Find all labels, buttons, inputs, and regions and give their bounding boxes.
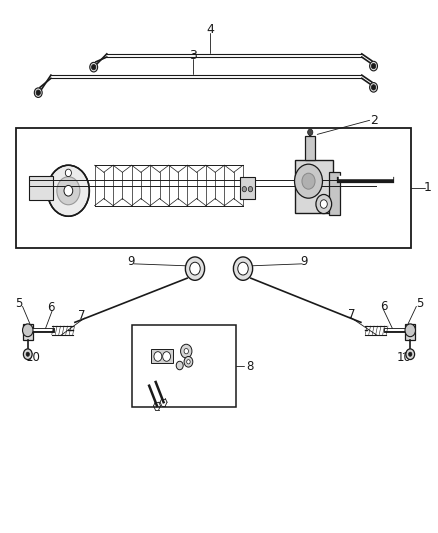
Bar [329, 172, 340, 215]
Bar [240, 177, 255, 199]
Circle shape [371, 85, 376, 90]
Circle shape [320, 200, 327, 208]
Circle shape [248, 187, 253, 192]
Circle shape [57, 177, 80, 205]
Circle shape [36, 90, 40, 95]
Circle shape [316, 195, 332, 214]
Bar [305, 136, 315, 160]
Bar [295, 160, 332, 213]
Text: 10: 10 [26, 351, 41, 365]
Text: 8: 8 [246, 360, 253, 373]
Bar [22, 324, 33, 340]
Circle shape [26, 352, 29, 357]
Circle shape [34, 88, 42, 98]
Circle shape [180, 344, 192, 358]
Circle shape [184, 357, 193, 367]
Circle shape [187, 360, 190, 364]
Text: 10: 10 [397, 351, 412, 365]
Bar [29, 176, 53, 200]
Text: 9: 9 [300, 255, 308, 268]
Circle shape [23, 349, 32, 360]
Bar [132, 325, 237, 407]
Circle shape [162, 352, 170, 361]
Circle shape [233, 257, 253, 280]
Circle shape [65, 169, 71, 176]
Text: 3: 3 [189, 49, 197, 62]
Circle shape [154, 352, 162, 361]
Text: 4: 4 [206, 23, 214, 36]
Circle shape [307, 129, 313, 135]
Circle shape [370, 83, 378, 92]
Text: 7: 7 [78, 309, 85, 322]
Text: 2: 2 [370, 114, 378, 127]
Circle shape [22, 324, 33, 337]
Circle shape [294, 164, 322, 198]
Circle shape [409, 352, 412, 357]
Text: 9: 9 [127, 255, 134, 268]
Circle shape [92, 64, 96, 70]
Text: 5: 5 [15, 297, 23, 310]
Circle shape [90, 62, 98, 72]
Bar [47, 181, 89, 200]
Circle shape [370, 61, 378, 71]
Circle shape [406, 349, 415, 360]
Circle shape [190, 262, 200, 275]
Circle shape [405, 324, 416, 337]
Circle shape [176, 361, 183, 370]
Text: 5: 5 [416, 297, 424, 310]
Circle shape [242, 187, 247, 192]
Circle shape [238, 262, 248, 275]
Text: 6: 6 [47, 302, 55, 314]
Circle shape [185, 257, 205, 280]
Circle shape [64, 185, 73, 196]
Text: 6: 6 [380, 300, 388, 313]
Circle shape [47, 165, 89, 216]
Bar [16, 128, 411, 248]
Circle shape [371, 63, 376, 69]
Bar [405, 324, 416, 340]
Bar [151, 349, 173, 364]
Circle shape [184, 349, 188, 354]
Text: 1: 1 [423, 181, 431, 195]
Circle shape [302, 173, 315, 189]
Text: 7: 7 [348, 308, 356, 321]
